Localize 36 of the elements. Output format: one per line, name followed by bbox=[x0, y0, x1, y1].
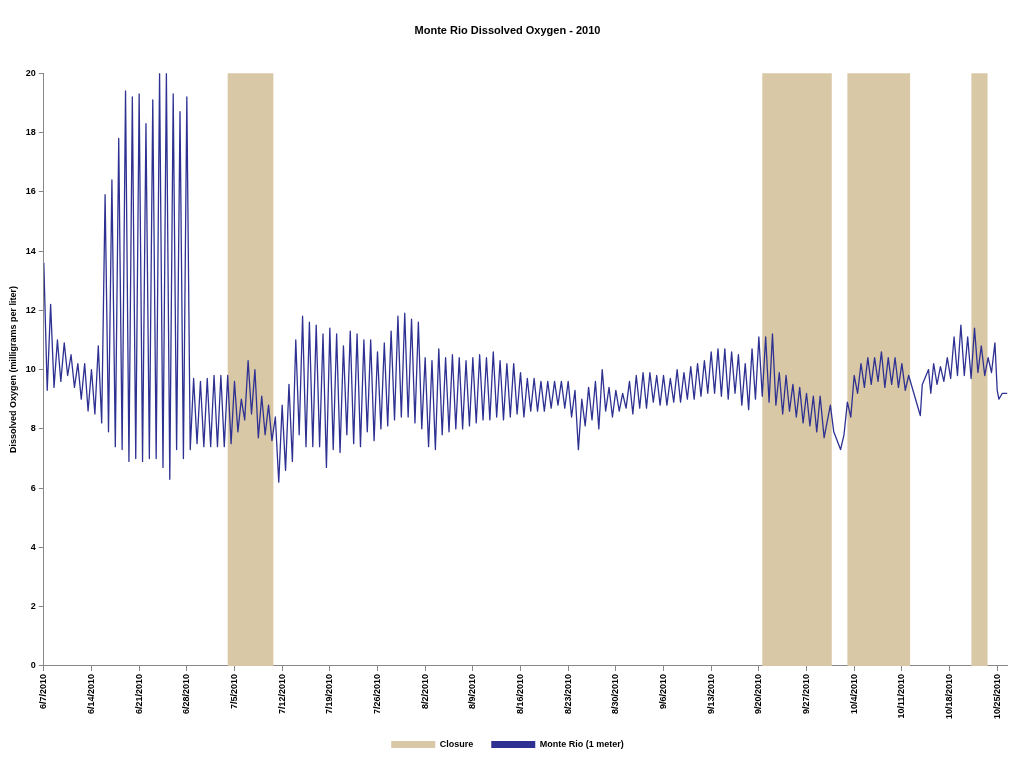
y-tick-label: 4 bbox=[30, 541, 36, 552]
x-tick-label: 6/21/2010 bbox=[133, 673, 144, 714]
x-tick-label: 10/4/2010 bbox=[848, 673, 859, 714]
x-tick-label: 7/26/2010 bbox=[371, 673, 382, 714]
x-tick-label: 10/25/2010 bbox=[991, 673, 1002, 719]
x-tick-label: 8/9/2010 bbox=[467, 673, 478, 709]
y-tick-label: 16 bbox=[25, 186, 36, 197]
x-tick-label: 9/13/2010 bbox=[705, 673, 716, 714]
y-tick-label: 2 bbox=[30, 601, 36, 612]
x-tick-label: 8/23/2010 bbox=[562, 673, 573, 714]
x-tick-label: 6/28/2010 bbox=[181, 673, 192, 714]
legend-label: Closure bbox=[439, 738, 474, 749]
legend-label: Monte Rio (1 meter) bbox=[539, 738, 624, 749]
y-axis-title: Dissolved Oxygen (milligrams per liter) bbox=[7, 286, 18, 454]
x-tick-label: 6/14/2010 bbox=[85, 673, 96, 714]
x-tick-label: 8/2/2010 bbox=[419, 673, 430, 709]
y-tick-label: 14 bbox=[25, 245, 36, 256]
x-tick-label: 10/11/2010 bbox=[896, 673, 907, 719]
chart-title: Monte Rio Dissolved Oxygen - 2010 bbox=[414, 23, 601, 36]
y-tick-label: 6 bbox=[30, 482, 36, 493]
y-tick-label: 0 bbox=[30, 660, 36, 671]
x-tick-label: 7/5/2010 bbox=[228, 673, 239, 709]
y-tick-label: 18 bbox=[25, 126, 36, 137]
x-tick-label: 8/16/2010 bbox=[514, 673, 525, 714]
y-tick-label: 10 bbox=[25, 364, 36, 375]
x-tick-label: 7/19/2010 bbox=[324, 673, 335, 714]
y-tick-label: 12 bbox=[25, 304, 36, 315]
x-tick-label: 7/12/2010 bbox=[276, 673, 287, 714]
x-tick-label: 9/6/2010 bbox=[658, 673, 668, 709]
x-tick-label: 8/30/2010 bbox=[610, 673, 621, 714]
y-tick-label: 20 bbox=[25, 67, 36, 78]
x-tick-label: 10/18/2010 bbox=[944, 673, 955, 719]
x-tick-label: 9/27/2010 bbox=[801, 673, 812, 714]
x-tick-label: 9/20/2010 bbox=[753, 673, 764, 714]
y-tick-label: 8 bbox=[30, 423, 36, 434]
x-tick-label: 6/7/2010 bbox=[38, 673, 49, 709]
